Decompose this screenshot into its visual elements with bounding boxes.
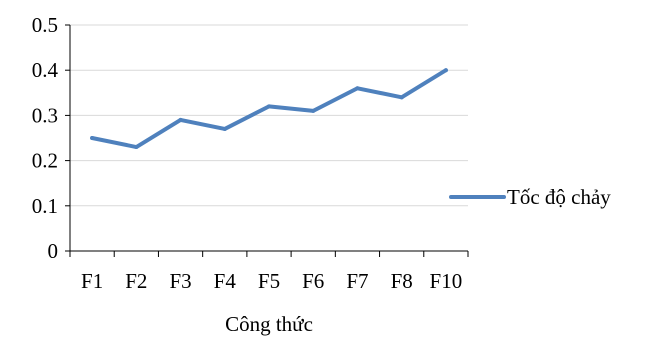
- y-tick-label-3: 0.3: [32, 103, 58, 127]
- y-tick-label-1: 0.1: [32, 194, 58, 218]
- data-point-f8: [399, 95, 404, 100]
- y-ticks: 0 0.1 0.2 0.3 0.4 0.5: [32, 13, 70, 263]
- x-tick-label-f7: F7: [346, 269, 368, 293]
- y-tick-label-4: 0.4: [32, 58, 59, 82]
- data-point-f4: [222, 126, 227, 131]
- x-axis: F1 F2 F3 F4 F5 F6 F7 F8 F10: [69, 250, 469, 293]
- data-point-f2: [134, 145, 139, 150]
- x-tick-label-f10: F10: [430, 269, 463, 293]
- y-axis: 0 0.1 0.2 0.3 0.4 0.5: [32, 13, 71, 263]
- x-tick-label-f5: F5: [258, 269, 280, 293]
- legend-label-tocdochay: Tốc độ chảy: [507, 185, 611, 209]
- data-point-f1: [90, 136, 95, 140]
- data-point-f3: [178, 117, 183, 122]
- gridlines: [70, 24, 468, 207]
- x-tick-label-f4: F4: [214, 269, 237, 293]
- x-axis-title: Công thức: [225, 312, 313, 336]
- legend: Tốc độ chảy: [449, 185, 611, 209]
- series-layer: [90, 68, 448, 150]
- x-tick-label-f8: F8: [391, 269, 413, 293]
- x-ticks: F1 F2 F3 F4 F5 F6 F7 F8 F10: [69, 251, 469, 293]
- y-tick-label-2: 0.2: [32, 149, 58, 173]
- y-tick-label-0: 0: [48, 239, 59, 263]
- data-point-f6: [311, 108, 316, 113]
- series-line-0: [90, 68, 448, 150]
- data-point-f10: [443, 68, 448, 73]
- x-tick-label-f1: F1: [81, 269, 103, 293]
- x-tick-label-f2: F2: [125, 269, 147, 293]
- data-point-f7: [355, 86, 360, 91]
- data-point-f5: [267, 104, 271, 109]
- x-tick-label-f3: F3: [169, 269, 191, 293]
- x-tick-label-f6: F6: [302, 269, 324, 293]
- y-tick-label-5: 0.5: [32, 13, 58, 37]
